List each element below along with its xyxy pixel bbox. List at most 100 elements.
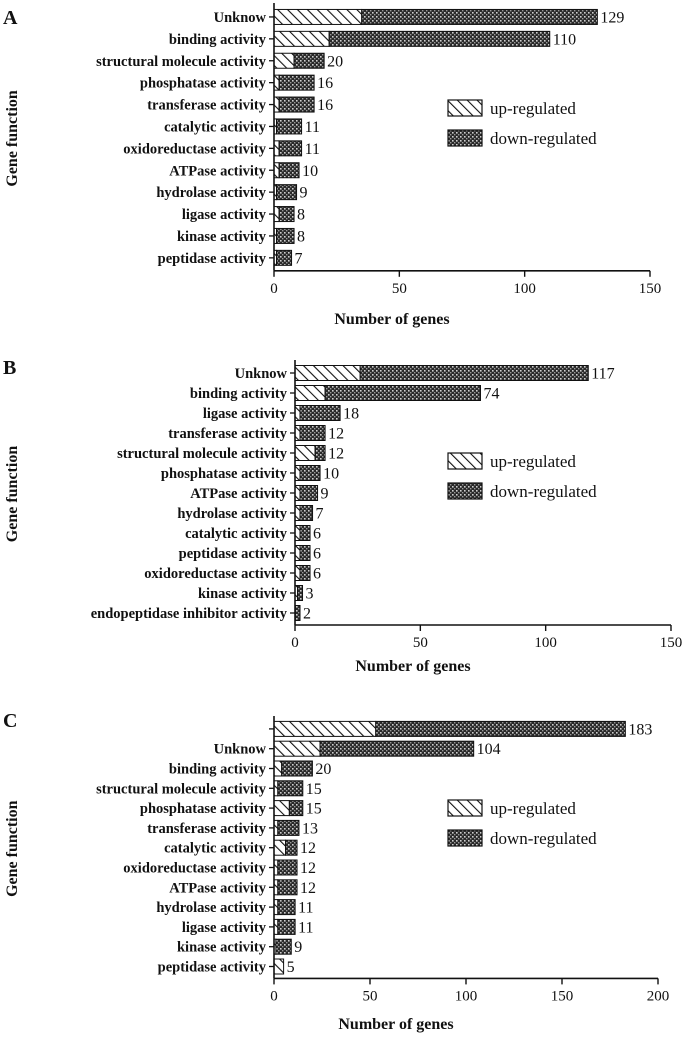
bar-down-regulated bbox=[278, 96, 315, 113]
category-label: ATPase activity bbox=[190, 486, 288, 502]
value-label: 7 bbox=[316, 506, 324, 523]
value-label: 12 bbox=[300, 840, 316, 857]
bar-down-regulated bbox=[288, 800, 304, 817]
value-label: 13 bbox=[302, 820, 318, 837]
value-label: 74 bbox=[483, 386, 499, 403]
category-label: catalytic activity bbox=[164, 119, 267, 135]
value-label: 9 bbox=[300, 185, 308, 202]
bar-down-regulated bbox=[299, 545, 311, 561]
value-label: 10 bbox=[323, 466, 339, 483]
bar-down-regulated bbox=[277, 899, 296, 916]
bar-down-regulated bbox=[278, 206, 295, 223]
value-label: 5 bbox=[287, 959, 295, 976]
category-label: Unknow bbox=[214, 10, 267, 26]
bar-down-regulated bbox=[299, 405, 341, 421]
value-label: 12 bbox=[328, 426, 344, 443]
value-label: 11 bbox=[305, 119, 320, 136]
value-label: 8 bbox=[297, 228, 305, 245]
legend-label-down: down-regulated bbox=[490, 829, 597, 848]
panel-letter: A bbox=[3, 7, 18, 29]
category-label: catalytic activity bbox=[185, 526, 288, 542]
x-tick-label: 100 bbox=[455, 988, 478, 1004]
value-label: 11 bbox=[298, 919, 313, 936]
x-tick-label: 0 bbox=[270, 988, 278, 1004]
category-label: binding activity bbox=[190, 386, 288, 402]
category-label: phosphatase activity bbox=[161, 466, 288, 482]
value-label: 20 bbox=[315, 761, 331, 778]
category-label: transferase activity bbox=[147, 98, 267, 114]
bar-down-regulated bbox=[299, 565, 311, 581]
bar-down-regulated bbox=[299, 525, 311, 541]
value-label: 6 bbox=[313, 546, 321, 563]
chart-panel-c: 183 Unknow 104 binding activity 20 structural… bbox=[3, 710, 670, 1033]
bar-down-regulated bbox=[319, 740, 475, 757]
y-axis-title: Gene function bbox=[4, 800, 21, 897]
category-label: oxidoreductase activity bbox=[123, 141, 266, 157]
legend-swatch-up bbox=[447, 799, 483, 817]
bar-up-regulated bbox=[294, 385, 326, 401]
value-label: 7 bbox=[295, 250, 303, 267]
category-label: hydrolase activity bbox=[156, 900, 266, 916]
panel-a: Unknow 129 binding activity 110 structural m… bbox=[0, 0, 685, 335]
legend-swatch-up bbox=[447, 99, 483, 117]
bar-up-regulated bbox=[294, 445, 316, 461]
bar-down-regulated bbox=[277, 859, 298, 876]
category-label: kinase activity bbox=[177, 229, 267, 245]
bar-down-regulated bbox=[276, 249, 293, 266]
bar-down-regulated bbox=[278, 162, 300, 179]
x-tick-label: 50 bbox=[413, 635, 428, 651]
category-label: phosphatase activity bbox=[140, 801, 267, 817]
value-label: 183 bbox=[628, 721, 652, 738]
category-label: ligase activity bbox=[182, 207, 267, 223]
category-label: ATPase activity bbox=[169, 880, 267, 896]
bar-up-regulated bbox=[273, 740, 321, 757]
value-label: 18 bbox=[343, 406, 359, 423]
x-axis-title: Number of genes bbox=[355, 658, 470, 675]
legend-label-down: down-regulated bbox=[490, 129, 597, 148]
bar-down-regulated bbox=[278, 140, 303, 157]
bar-down-regulated bbox=[324, 385, 481, 401]
bar-down-regulated bbox=[299, 485, 319, 501]
bar-down-regulated bbox=[281, 760, 313, 777]
value-label: 9 bbox=[294, 939, 302, 956]
x-tick-label: 200 bbox=[647, 988, 670, 1004]
x-tick-label: 0 bbox=[270, 281, 278, 297]
panel-c: 183 Unknow 104 binding activity 20 structural… bbox=[0, 700, 685, 1039]
category-label: peptidase activity bbox=[179, 546, 288, 562]
bar-up-regulated bbox=[273, 800, 290, 817]
category-label: binding activity bbox=[169, 762, 267, 778]
category-label: ATPase activity bbox=[169, 163, 267, 179]
category-label: peptidase activity bbox=[158, 960, 267, 976]
value-label: 15 bbox=[306, 781, 322, 798]
bar-down-regulated bbox=[276, 184, 298, 201]
value-label: 110 bbox=[553, 31, 576, 48]
category-label: structural molecule activity bbox=[96, 54, 267, 70]
value-label: 3 bbox=[306, 586, 314, 603]
x-tick-label: 50 bbox=[363, 988, 378, 1004]
bar-down-regulated bbox=[277, 918, 296, 935]
category-label: endopeptidase inhibitor activity bbox=[91, 606, 288, 622]
bar-down-regulated bbox=[275, 938, 292, 955]
value-label: 117 bbox=[591, 366, 614, 383]
bar-down-regulated bbox=[277, 780, 304, 797]
bar-up-regulated bbox=[273, 958, 285, 975]
bar-down-regulated bbox=[328, 30, 551, 47]
legend-swatch-up bbox=[447, 452, 483, 470]
bar-up-regulated bbox=[273, 720, 377, 737]
bar-up-regulated bbox=[273, 30, 330, 47]
x-tick-label: 100 bbox=[513, 281, 536, 297]
bar-down-regulated bbox=[299, 465, 321, 481]
panel-letter: C bbox=[3, 710, 17, 732]
value-label: 12 bbox=[328, 446, 344, 463]
category-label: transferase activity bbox=[168, 426, 288, 442]
x-tick-label: 100 bbox=[534, 635, 557, 651]
bar-down-regulated bbox=[314, 445, 326, 461]
bar-up-regulated bbox=[273, 760, 283, 777]
value-label: 12 bbox=[300, 860, 316, 877]
value-label: 16 bbox=[317, 75, 333, 92]
value-label: 6 bbox=[313, 566, 321, 583]
bar-down-regulated bbox=[293, 52, 325, 69]
value-label: 12 bbox=[300, 880, 316, 897]
bar-down-regulated bbox=[359, 365, 589, 381]
